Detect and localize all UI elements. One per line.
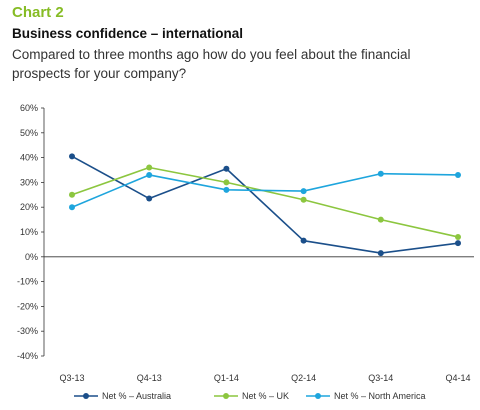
data-point	[455, 233, 461, 240]
x-tick-label: Q4-13	[137, 373, 162, 383]
x-tick-label: Q3-13	[59, 373, 84, 383]
y-tick-label: -20%	[17, 301, 38, 311]
data-point	[146, 195, 153, 202]
data-point	[69, 153, 75, 160]
legend-marker	[223, 393, 229, 399]
data-point	[146, 171, 153, 178]
legend-item: Net % – Australia	[74, 391, 171, 401]
series-group	[69, 153, 461, 257]
data-point	[223, 186, 230, 193]
legend-marker	[83, 393, 89, 399]
data-point	[455, 240, 461, 247]
legend-marker	[315, 393, 321, 399]
data-point	[300, 188, 307, 195]
x-tick-label: Q3-14	[368, 373, 393, 383]
legend-label: Net % – Australia	[102, 391, 171, 401]
x-tick-label: Q1-14	[214, 373, 239, 383]
series-line	[71, 172, 459, 208]
data-point	[223, 165, 230, 172]
y-tick-label: 50%	[20, 128, 38, 138]
chart-series-layer	[69, 153, 461, 257]
series-group	[69, 164, 461, 240]
y-tick-label: 10%	[20, 227, 38, 237]
legend-item: Net % – North America	[306, 391, 426, 401]
y-tick-label: -10%	[17, 277, 38, 287]
legend-label: Net % – UK	[242, 391, 289, 401]
data-point	[377, 250, 384, 257]
chart-legend: Net % – Australia Net % – UK Net % – North…	[74, 391, 426, 401]
series-group	[69, 170, 461, 211]
data-point	[300, 196, 307, 203]
data-point	[69, 191, 75, 198]
data-point	[377, 170, 384, 177]
data-point	[377, 216, 384, 223]
data-point	[300, 237, 307, 244]
chart-title: Business confidence – international	[12, 26, 244, 41]
y-tick-label: 30%	[20, 177, 38, 187]
y-tick-label: 60%	[20, 103, 38, 113]
data-point	[455, 171, 461, 178]
x-tick-label: Q2-14	[291, 373, 316, 383]
y-tick-label: 40%	[20, 153, 38, 163]
y-tick-label: 20%	[20, 202, 38, 212]
legend-label: Net % – North America	[334, 391, 426, 401]
y-tick-label: 0%	[25, 252, 38, 262]
chart-axes: 60% 50% 40% 30% 20% 10% 0% -10% -20% -30% -40% Q3-1…	[17, 103, 474, 383]
chart-number-label: Chart 2	[12, 4, 64, 21]
data-point	[69, 204, 75, 211]
series-line	[71, 155, 459, 254]
series-line	[71, 166, 459, 238]
y-tick-label: -30%	[17, 326, 38, 336]
data-point	[146, 164, 153, 171]
x-tick-label: Q4-14	[445, 373, 470, 383]
chart-subtitle: Compared to three months ago how do you …	[12, 47, 411, 81]
legend-item: Net % – UK	[214, 391, 289, 401]
data-point	[223, 179, 230, 186]
y-tick-label: -40%	[17, 351, 38, 361]
